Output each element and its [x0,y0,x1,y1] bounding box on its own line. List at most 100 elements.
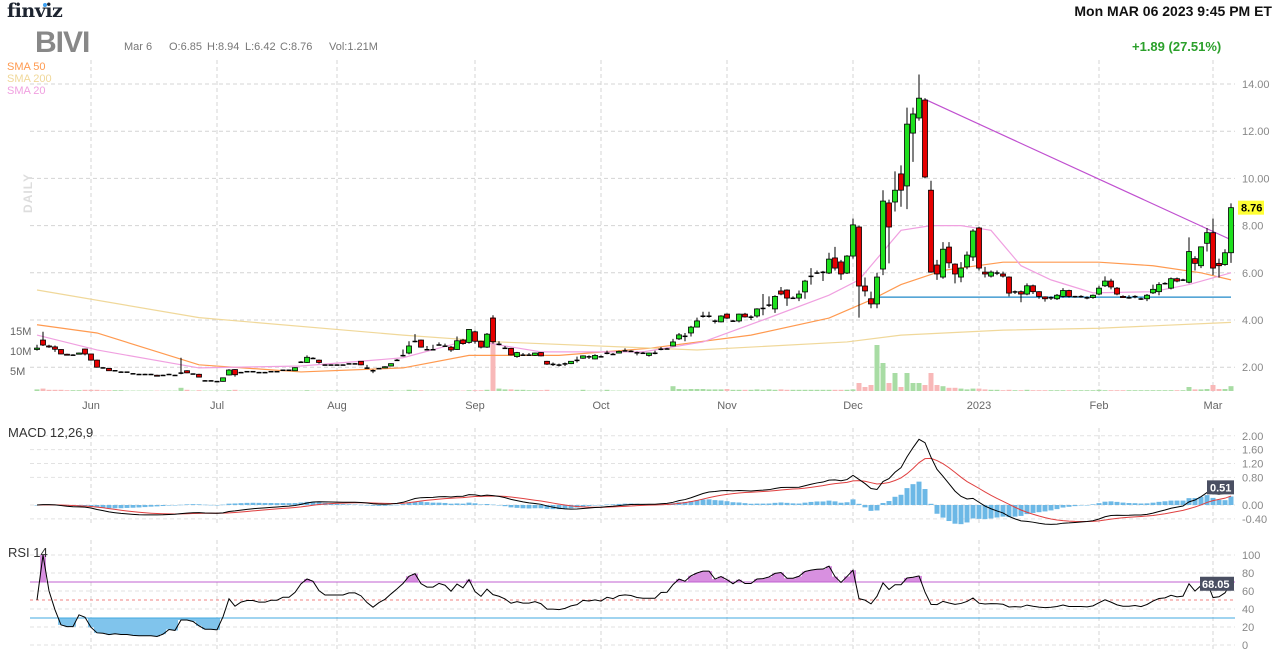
candle-body [166,373,172,376]
price-change: +1.89 (27.51%) [1132,39,1222,54]
candle-body [1210,232,1216,269]
macd-label: MACD 12,26,9 [8,425,94,440]
candle [1102,276,1108,287]
candle [190,373,196,375]
finviz-logo[interactable]: finviz [7,0,63,22]
candle-body [778,290,784,295]
volume-bar [712,389,718,391]
candle-body [400,354,406,357]
macd-histogram-bar [1072,505,1078,507]
volume-bar [982,389,988,391]
macd-histogram-bar [1000,505,1006,517]
candle [154,374,160,377]
volume-bar [784,389,790,391]
macd-histogram-bar [202,504,208,506]
candle [694,317,700,328]
candle-body [796,293,802,299]
rsi-overbought-fill [706,571,712,582]
price-tick-label: 8.00 [1242,221,1263,233]
rsi-oversold-fill [178,618,184,621]
candle [322,364,328,366]
candle [346,363,352,365]
candle [682,332,688,342]
sma-line-sma20 [36,225,1232,369]
volume-bar [1132,390,1138,391]
macd-histogram-bar [358,504,364,506]
macd-histogram-bar [100,505,106,508]
candle [496,341,502,346]
volume-bar [958,388,964,391]
rsi-oversold-fill [160,618,166,635]
volume-bar [892,373,898,391]
candle [892,171,898,212]
volume-bar [466,390,472,391]
candle [880,190,886,276]
candle [520,353,526,356]
macd-histogram-bar [790,503,796,505]
candle-body [70,354,76,356]
macd-histogram-bar [694,500,700,505]
volume-bar [1000,390,1006,391]
candle-body [1108,280,1114,288]
last-price-label: 8.76 [1241,203,1262,215]
candle [286,369,292,372]
volume-bar [1048,390,1054,391]
candle [382,366,388,369]
price-tick-label: 14.00 [1242,79,1270,91]
candle-body [430,349,436,351]
macd-histogram-bar [586,505,592,506]
candle-body [982,271,988,275]
candle [928,180,934,273]
macd-histogram-bar [1090,504,1096,505]
macd-histogram-bar [724,501,730,505]
candle-body [634,352,640,354]
volume-bar [496,388,502,391]
macd-histogram-bar [748,503,754,505]
candle-body [382,366,388,369]
candle-body [172,374,178,377]
volume-bar [1012,390,1018,391]
month-label: Sep [465,400,485,412]
macd-histogram-bar [1054,505,1060,510]
candle-body [454,340,460,350]
candle-body [1048,297,1054,299]
volume-bar [718,389,724,391]
candle-body [286,369,292,372]
candle-body [478,340,484,348]
rsi-overbought-fill [790,578,796,582]
candle-body [364,367,370,369]
volume-bar [754,389,760,391]
candle-body [124,371,130,373]
candle [406,341,412,355]
candle-body [838,261,844,275]
candle [730,320,736,322]
macd-histogram-bar [1078,505,1084,506]
macd-histogram-bar [562,505,568,509]
candle [538,352,544,357]
candle-body [526,354,532,356]
candle-body [328,364,334,366]
legend-sma20: SMA 20 [7,85,46,97]
ticker-symbol: BIVI [35,26,90,59]
candle [958,262,964,283]
candle [670,338,676,347]
candle-body [538,352,544,357]
candle [664,347,670,350]
macd-histogram-bar [1024,505,1030,515]
volume-bar [226,390,232,391]
macd-histogram-bar [916,481,922,505]
candle-body [604,352,610,355]
month-label: Oct [592,400,609,412]
volume-bar [1060,390,1066,391]
macd-histogram-bar [1060,505,1066,508]
candle [160,374,166,377]
volume-bar [406,389,412,391]
macd-histogram-bar [1150,502,1156,505]
candle-body [880,200,886,270]
candle [1210,218,1216,276]
candle-body [280,369,286,372]
volume-bar [700,389,706,391]
candle-body [1132,295,1138,298]
candle-body [1192,258,1198,264]
